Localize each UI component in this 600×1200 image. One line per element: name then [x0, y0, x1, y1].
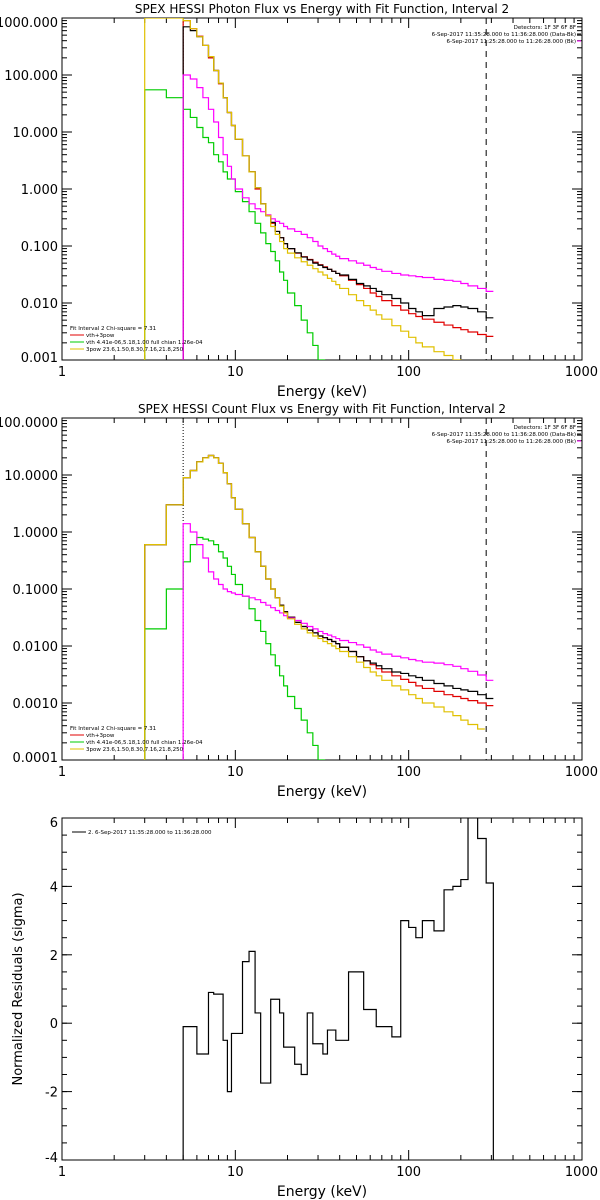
y-tick-label: -2	[45, 1086, 58, 1101]
plot-frame	[61, 417, 583, 761]
y-tick-label: 10.000	[13, 126, 59, 141]
y-tick-label: -4	[45, 1151, 58, 1166]
y-tick-label: 1.000	[21, 183, 58, 198]
x-tick-label: 100	[396, 1165, 421, 1180]
x-tick-label: 1	[58, 365, 66, 380]
series-2-line	[144, 89, 326, 360]
chart-panel-2: SPEX HESSI Count Flux vs Energy with Fit…	[0, 402, 598, 800]
header-text-line: 6-Sep-2017 11:25:28.000 to 11:26:28.000 …	[447, 39, 577, 45]
y-tick-label: 2	[50, 949, 58, 964]
series-3-line	[182, 523, 494, 760]
x-tick-label: 1	[58, 765, 66, 780]
x-axis-label: Energy (keV)	[277, 384, 367, 400]
series-4-line	[144, 18, 462, 360]
plot-area	[144, 418, 494, 760]
legend-entry: 2. 6-Sep-2017 11:35:28.000 to 11:36:28.0…	[88, 830, 212, 836]
y-tick-label: 0.1000	[13, 583, 59, 598]
legend-title: Fit Interval 2 Chi-square = 7.31	[70, 326, 156, 332]
chart-title: SPEX HESSI Count Flux vs Energy with Fit…	[138, 402, 506, 416]
series-1-line	[144, 454, 494, 760]
y-tick-label: 100.0000	[0, 416, 58, 431]
legend-title: Fit Interval 2 Chi-square = 7.31	[70, 726, 156, 732]
plot-frame	[61, 817, 583, 1161]
y-tick-label: 6	[50, 816, 58, 831]
x-tick-label: 10	[227, 365, 244, 380]
series-3-line	[182, 74, 494, 360]
y-tick-label: 1000.000	[0, 16, 58, 31]
x-tick-label: 1000	[565, 765, 598, 780]
series-0-line	[182, 818, 494, 1160]
x-tick-label: 1	[58, 1165, 66, 1180]
chart-title: SPEX HESSI Photon Flux vs Energy with Fi…	[135, 2, 509, 16]
x-tick-label: 10	[227, 765, 244, 780]
legend-entry: 3pow 23.6,1.50,8.30,7.16,21.8,250	[86, 747, 184, 753]
y-tick-label: 0.001	[21, 351, 58, 366]
x-tick-label: 1000	[565, 365, 598, 380]
y-tick-label: 0	[50, 1017, 58, 1032]
header-text-line: Detectors: 1F 3F 6F 8F	[514, 25, 576, 31]
x-axis-label: Energy (keV)	[277, 1184, 367, 1200]
header-text-line: 6-Sep-2017 11:35:28.000 to 11:36:28.000 …	[432, 32, 576, 38]
y-tick-label: 1.0000	[13, 526, 59, 541]
series-1-line	[182, 26, 494, 360]
chart-panel-1: SPEX HESSI Photon Flux vs Energy with Fi…	[0, 2, 598, 400]
chart-panel-3: 1 10 100 1000 -4 -2 0 2 4 6 Energy (keV) Normalized…	[11, 816, 598, 1200]
y-axis-label: Normalized Residuals (sigma)	[11, 892, 26, 1085]
x-tick-label: 1000	[565, 1165, 598, 1180]
y-tick-label: 0.010	[21, 297, 58, 312]
x-tick-label: 10	[227, 1165, 244, 1180]
y-tick-label: 0.0001	[13, 751, 59, 766]
y-tick-label: 100.000	[4, 69, 58, 84]
header-text-line: Detectors: 1F 3F 6F 8F	[514, 425, 576, 431]
legend-entry: vth+3pow	[86, 333, 115, 339]
y-tick-label: 4	[50, 880, 58, 895]
legend-entry: vth 4.41e-06,5.18,1.00 full chian 1.26e-…	[86, 340, 203, 346]
series-0-line	[182, 20, 494, 360]
series-0-line	[144, 454, 494, 760]
plot-area	[182, 818, 494, 1160]
x-tick-label: 100	[396, 765, 421, 780]
y-tick-label: 10.0000	[4, 469, 58, 484]
legend-entry: vth 4.41e-06,5.18,1.00 full chian 1.26e-…	[86, 740, 203, 746]
series-2-line	[144, 536, 326, 760]
y-tick-label: 0.0100	[13, 640, 59, 655]
header-text-line: 6-Sep-2017 11:25:28.000 to 11:26:28.000 …	[447, 439, 577, 445]
x-tick-label: 100	[396, 365, 421, 380]
y-tick-label: 0.100	[21, 240, 58, 255]
legend-entry: 3pow 23.6,1.50,8.30,7.16,21.8,250	[86, 347, 184, 353]
plot-area	[144, 18, 494, 360]
header-text-line: 6-Sep-2017 11:35:28.000 to 11:36:28.000 …	[432, 432, 576, 438]
plot-frame	[61, 17, 583, 361]
y-tick-label: 0.0010	[13, 697, 59, 712]
series-4-line	[144, 454, 485, 760]
legend-entry: vth+3pow	[86, 733, 115, 739]
x-axis-label: Energy (keV)	[277, 784, 367, 800]
